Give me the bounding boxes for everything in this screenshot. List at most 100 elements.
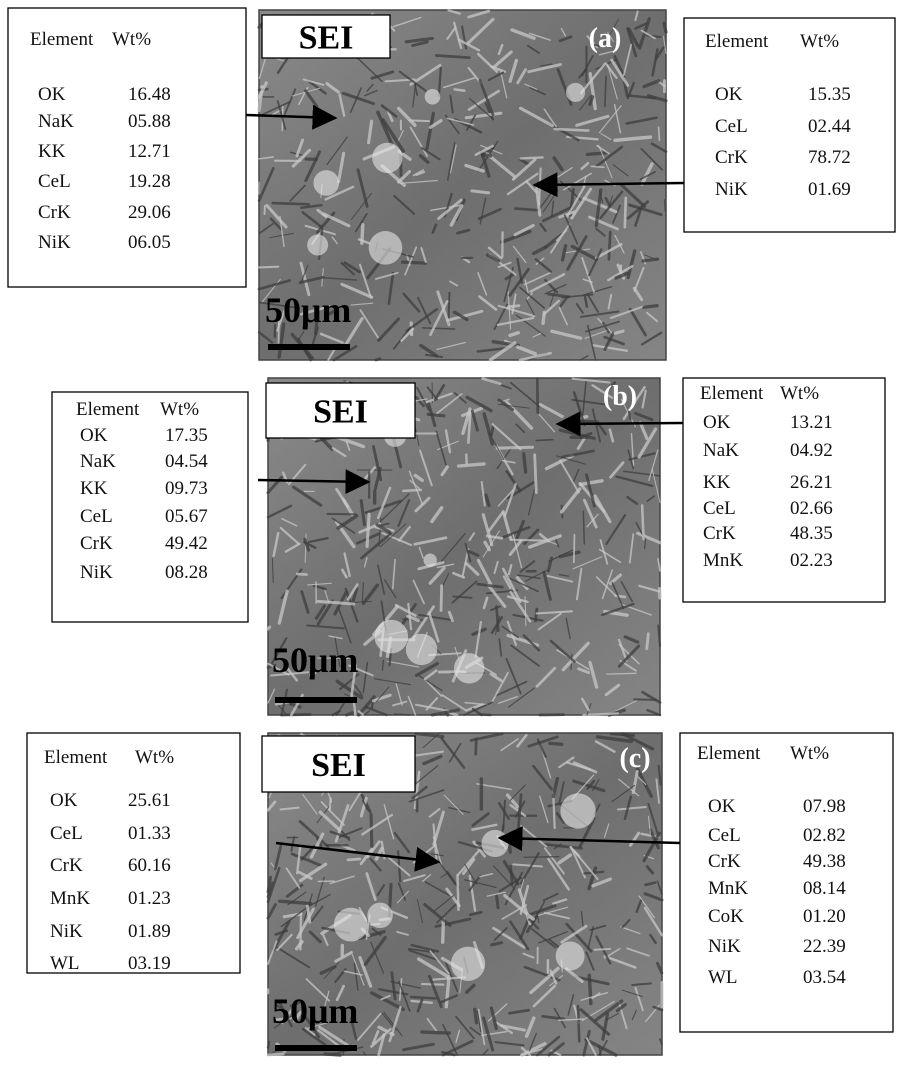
element: CoK	[708, 906, 744, 927]
crystal	[569, 420, 598, 421]
element: NaK	[703, 440, 739, 461]
crystal	[659, 127, 660, 140]
wt-value: 49.38	[803, 851, 846, 872]
figure: SEI(a)50μmElementWt%OK16.48NaK05.88KK12.…	[0, 0, 904, 1065]
deposit	[374, 620, 408, 654]
element: NiK	[715, 179, 748, 200]
crystal	[382, 660, 383, 670]
wt-value: 02.66	[790, 498, 833, 519]
crystal	[664, 23, 666, 32]
crystal	[578, 1006, 579, 1041]
crystal	[325, 1054, 340, 1055]
crystal	[583, 511, 584, 544]
eds-header: Wt%	[135, 747, 174, 768]
wt-value: 04.92	[790, 440, 833, 461]
deposit	[556, 942, 585, 971]
wt-value: 15.35	[808, 84, 851, 105]
crystal	[511, 866, 513, 884]
element: OK	[38, 84, 66, 105]
eds-header: Wt%	[160, 399, 199, 420]
crystal	[268, 1042, 269, 1048]
crystal	[521, 157, 543, 158]
wt-value: 02.44	[808, 116, 851, 137]
wt-value: 04.54	[165, 451, 208, 472]
crystal	[599, 1046, 600, 1055]
eds-header: Element	[700, 383, 764, 404]
crystal	[441, 586, 442, 611]
crystal	[509, 838, 511, 852]
element: CeL	[703, 498, 736, 519]
crystal	[621, 266, 622, 274]
crystal	[482, 154, 490, 156]
crystal	[607, 673, 636, 674]
crystal	[448, 293, 449, 323]
sei-label: SEI	[313, 394, 368, 431]
eds-header: Element	[44, 747, 108, 768]
crystal	[422, 1032, 449, 1033]
element: KK	[80, 478, 108, 499]
crystal	[472, 191, 488, 193]
crystal	[615, 331, 623, 333]
deposit	[451, 947, 485, 981]
crystal	[543, 312, 544, 323]
crystal	[273, 203, 309, 204]
wt-value: 12.71	[128, 141, 171, 162]
crystal	[259, 267, 278, 268]
crystal	[550, 743, 562, 744]
crystal	[589, 975, 591, 1003]
scale-bar	[275, 697, 357, 703]
wt-value: 02.23	[790, 550, 833, 571]
crystal	[411, 997, 435, 998]
deposit	[372, 143, 402, 173]
eds-header: Element	[705, 31, 769, 52]
wt-value: 49.42	[165, 533, 208, 554]
element: WL	[708, 967, 738, 988]
crystal	[643, 259, 658, 261]
scale-label: 50μm	[272, 640, 358, 680]
element: NaK	[38, 111, 74, 132]
crystal	[524, 857, 559, 858]
wt-value: 07.98	[803, 796, 846, 817]
crystal	[455, 89, 465, 90]
element: CrK	[703, 523, 736, 544]
element: CrK	[38, 202, 71, 223]
arrow	[558, 423, 683, 424]
crystal	[647, 634, 649, 649]
wt-value: 22.39	[803, 936, 846, 957]
element: OK	[715, 84, 743, 105]
crystal	[496, 607, 498, 631]
eds-header: Element	[76, 399, 140, 420]
wt-value: 08.28	[165, 562, 208, 583]
eds-header: Wt%	[780, 383, 819, 404]
deposit	[313, 170, 339, 196]
wt-value: 19.28	[128, 171, 171, 192]
crystal	[354, 703, 355, 715]
crystal	[536, 440, 552, 441]
crystal	[327, 514, 355, 515]
element: OK	[50, 790, 78, 811]
crystal	[280, 901, 311, 903]
crystal	[457, 875, 458, 910]
crystal	[595, 949, 611, 950]
scale-bar	[275, 1045, 357, 1051]
wt-value: 01.89	[128, 921, 171, 942]
crystal	[535, 455, 537, 493]
crystal	[625, 198, 626, 227]
crystal	[367, 514, 369, 546]
element: NiK	[50, 921, 83, 942]
crystal	[497, 896, 498, 908]
crystal	[659, 589, 660, 598]
crystal	[395, 714, 410, 715]
wt-value: 03.19	[128, 953, 171, 974]
element: OK	[80, 425, 108, 446]
wt-value: 01.33	[128, 823, 171, 844]
element: CrK	[715, 147, 748, 168]
crystal	[587, 153, 606, 155]
wt-value: 01.69	[808, 179, 851, 200]
wt-value: 48.35	[790, 523, 833, 544]
wt-value: 09.73	[165, 478, 208, 499]
element: CrK	[50, 855, 83, 876]
crystal	[491, 426, 493, 435]
crystal	[268, 1054, 283, 1055]
wt-value: 03.54	[803, 967, 846, 988]
